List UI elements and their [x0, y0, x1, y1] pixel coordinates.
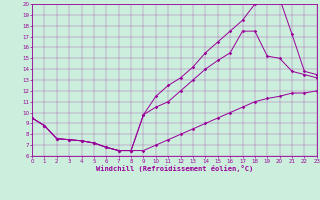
X-axis label: Windchill (Refroidissement éolien,°C): Windchill (Refroidissement éolien,°C) [96, 165, 253, 172]
